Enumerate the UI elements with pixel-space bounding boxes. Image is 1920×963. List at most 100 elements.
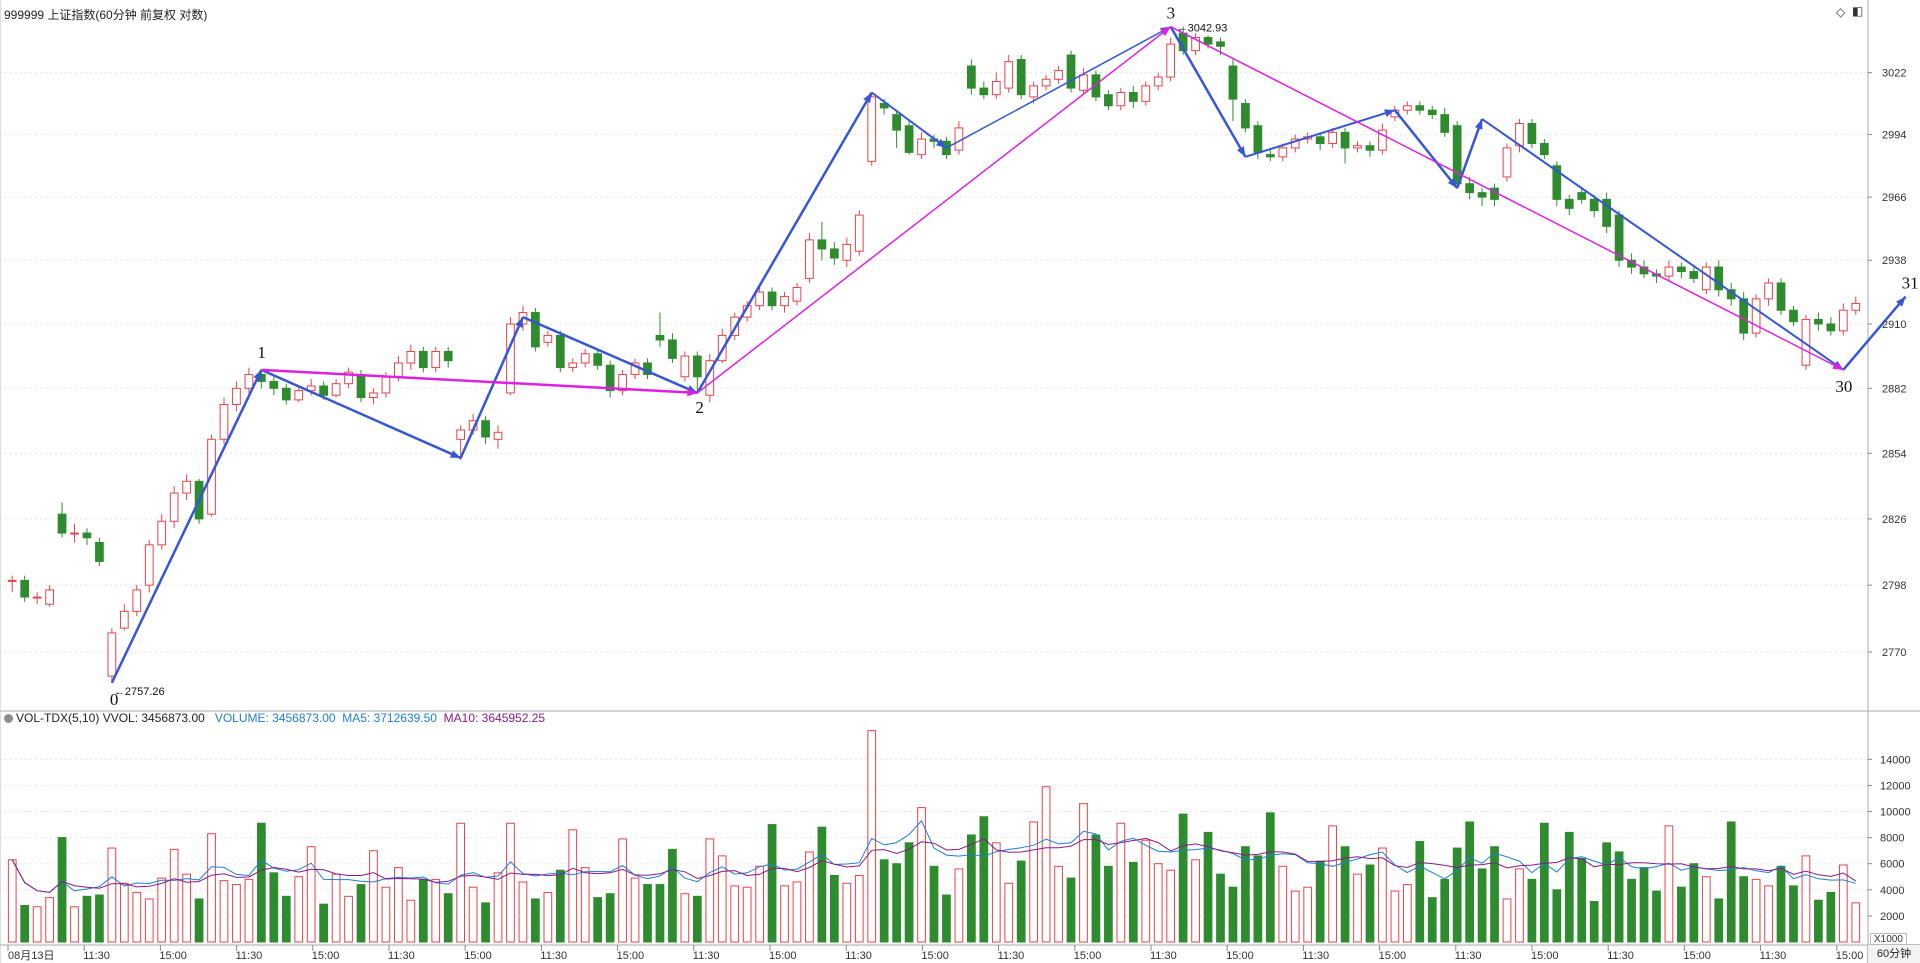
candle-body[interactable] <box>1552 165 1562 200</box>
candle-body[interactable] <box>506 323 515 394</box>
volume-bar[interactable] <box>1701 876 1711 943</box>
candle-body[interactable] <box>294 390 304 401</box>
volume-bar[interactable] <box>294 876 304 943</box>
candle-body[interactable] <box>281 387 291 401</box>
volume-bar[interactable] <box>643 884 652 943</box>
volume-bar[interactable] <box>1764 885 1773 943</box>
candle-body[interactable] <box>543 334 553 343</box>
volume-bar[interactable] <box>1141 839 1151 943</box>
volume-bar[interactable] <box>219 880 229 943</box>
candle-body[interactable] <box>356 373 366 399</box>
candle-body[interactable] <box>917 138 926 156</box>
volume-bar[interactable] <box>1801 855 1811 943</box>
candle-body[interactable] <box>1814 318 1823 325</box>
volume-bar[interactable] <box>1751 878 1761 943</box>
panel-toggle-icon[interactable]: ◧ <box>1852 4 1864 18</box>
candle-body[interactable] <box>1838 309 1848 332</box>
volume-bar[interactable] <box>1178 813 1188 943</box>
volume-bar[interactable] <box>1153 863 1163 943</box>
volume-bar[interactable] <box>1216 873 1225 943</box>
volume-bar[interactable] <box>531 898 540 943</box>
candle-body[interactable] <box>1004 61 1014 89</box>
candle-body[interactable] <box>32 596 42 599</box>
volume-bar[interactable] <box>1427 897 1437 943</box>
candle-body[interactable] <box>1091 74 1101 98</box>
candle-body[interactable] <box>780 296 789 307</box>
candle-body[interactable] <box>1415 105 1425 111</box>
candle-body[interactable] <box>1851 302 1861 311</box>
volume-bar[interactable] <box>1104 865 1113 943</box>
volume-bar[interactable] <box>705 838 715 943</box>
volume-bar[interactable] <box>1054 865 1063 943</box>
candle-body[interactable] <box>979 87 989 96</box>
candle-body[interactable] <box>331 383 341 396</box>
volume-bar[interactable] <box>1440 878 1450 943</box>
candle-body[interactable] <box>1739 298 1749 334</box>
diamond-icon[interactable]: ◇ <box>1836 5 1846 19</box>
candle-body[interactable] <box>232 387 241 405</box>
candle-body[interactable] <box>1402 105 1412 111</box>
candle-body[interactable] <box>867 96 877 162</box>
volume-bar[interactable] <box>1826 891 1836 943</box>
volume-bar[interactable] <box>406 899 416 943</box>
volume-bar[interactable] <box>867 730 877 943</box>
volume-bar[interactable] <box>7 859 17 943</box>
volume-bar[interactable] <box>468 886 478 943</box>
candle-body[interactable] <box>7 579 17 582</box>
volume-bar[interactable] <box>281 895 291 943</box>
candle-body[interactable] <box>1328 131 1337 144</box>
candle-body[interactable] <box>1689 271 1699 279</box>
volume-bar[interactable] <box>1066 877 1076 943</box>
volume-bar[interactable] <box>1714 898 1724 943</box>
candle-body[interactable] <box>1714 266 1724 291</box>
volume-bar[interactable] <box>57 837 67 943</box>
candle-body[interactable] <box>1116 91 1126 107</box>
volume-bar[interactable] <box>1166 869 1176 943</box>
volume-bar[interactable] <box>593 897 603 943</box>
volume-bar[interactable] <box>493 872 503 943</box>
candle-body[interactable] <box>1041 78 1051 87</box>
volume-bar[interactable] <box>1241 846 1250 943</box>
candle-body[interactable] <box>1677 266 1686 273</box>
volume-bar[interactable] <box>605 893 615 943</box>
volume-bar[interactable] <box>1490 846 1499 943</box>
volume-bar[interactable] <box>1016 860 1026 943</box>
volume-bar[interactable] <box>991 842 1001 943</box>
candle-body[interactable] <box>443 350 453 362</box>
volume-bar[interactable] <box>431 878 441 943</box>
volume-bar[interactable] <box>1814 899 1823 943</box>
candle-body[interactable] <box>854 214 864 252</box>
volume-bar[interactable] <box>1652 890 1661 943</box>
volume-bar[interactable] <box>418 878 428 943</box>
candle-body[interactable] <box>1564 198 1574 209</box>
volume-bar[interactable] <box>967 834 976 943</box>
volume-bar[interactable] <box>32 906 42 943</box>
volume-bar[interactable] <box>680 893 690 943</box>
volume-bar[interactable] <box>1128 861 1138 943</box>
candle-body[interactable] <box>1826 323 1836 332</box>
period-label[interactable]: 60分钟 <box>1867 944 1920 963</box>
volume-bar[interactable] <box>456 822 466 943</box>
volume-bar[interactable] <box>904 842 914 943</box>
volume-bar[interactable] <box>1328 825 1337 943</box>
candle-body[interactable] <box>1128 91 1138 102</box>
volume-bar[interactable] <box>506 822 515 943</box>
volume-bar[interactable] <box>1677 886 1686 943</box>
volume-bar[interactable] <box>954 868 964 943</box>
candle-body[interactable] <box>157 520 167 546</box>
volume-bar[interactable] <box>767 824 777 943</box>
volume-bar[interactable] <box>244 878 254 943</box>
candle-body[interactable] <box>1427 109 1437 116</box>
candle-body[interactable] <box>481 420 490 438</box>
volume-bar[interactable] <box>792 881 802 943</box>
candle-body[interactable] <box>805 239 814 279</box>
candle-body[interactable] <box>1353 145 1362 149</box>
candle-body[interactable] <box>1340 131 1350 149</box>
volume-bars[interactable] <box>7 730 1861 943</box>
volume-bar[interactable] <box>1079 803 1088 943</box>
volume-bar[interactable] <box>829 874 839 943</box>
volume-bar[interactable] <box>929 865 939 943</box>
volume-bar[interactable] <box>1116 822 1126 943</box>
volume-bar[interactable] <box>1502 898 1512 943</box>
